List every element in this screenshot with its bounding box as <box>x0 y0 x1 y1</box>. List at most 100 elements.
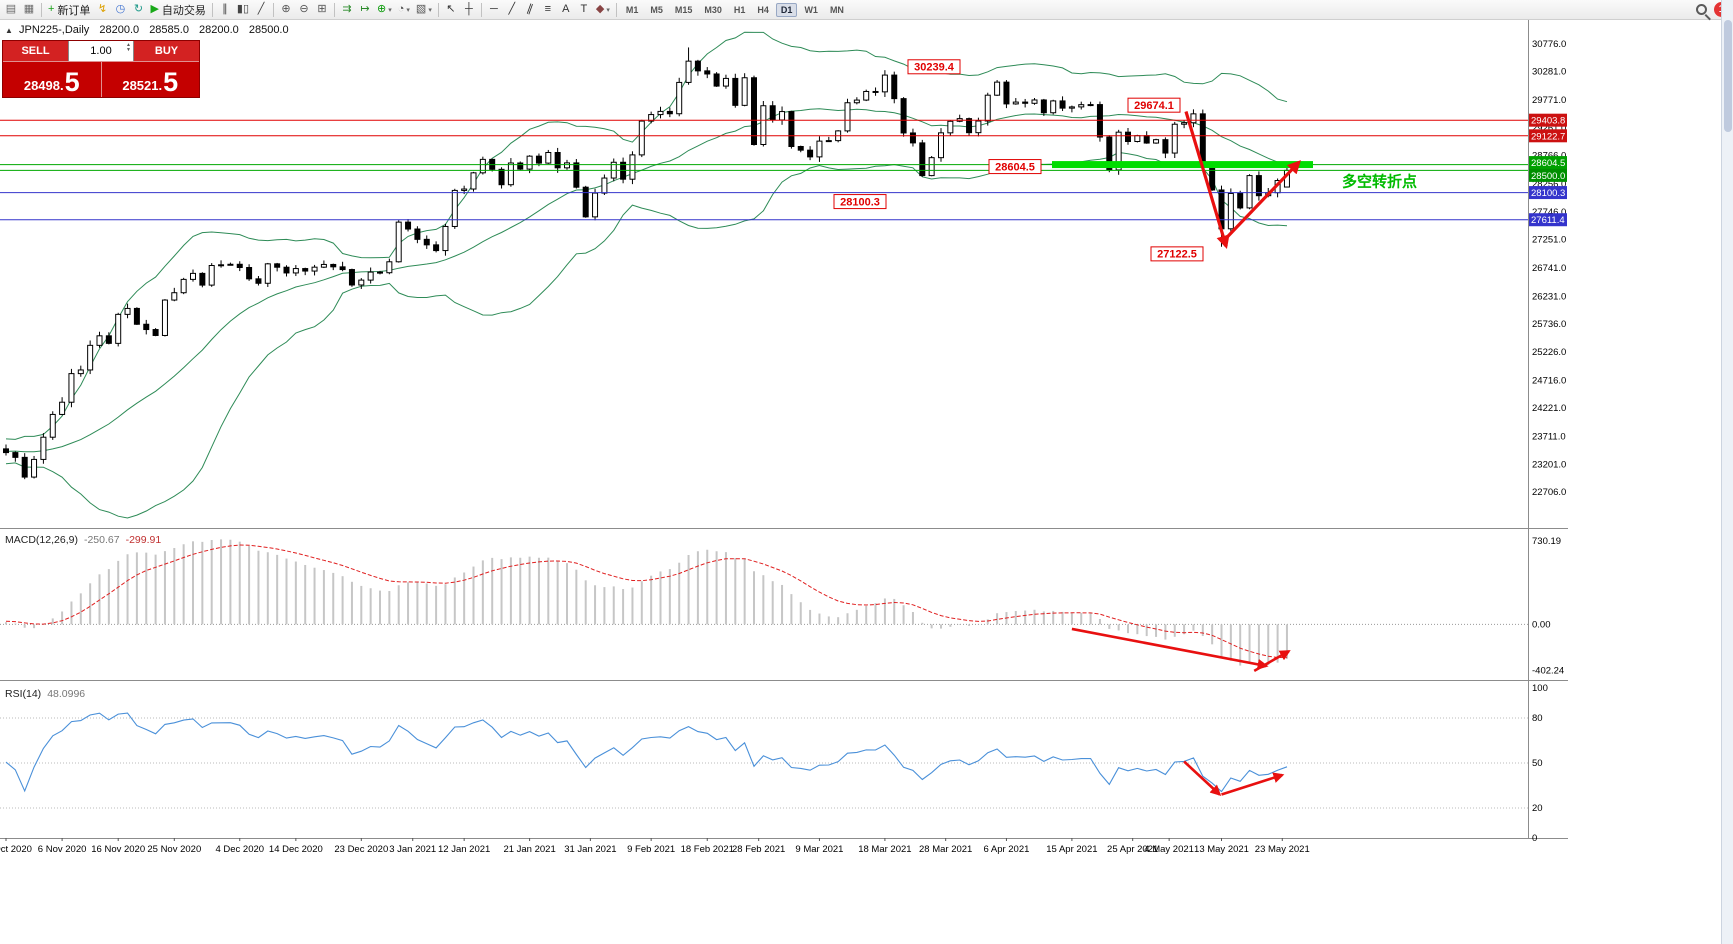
price-axis-label: 27746.0 <box>1532 207 1566 218</box>
candlestick-chart-icon[interactable]: ▮▯ <box>234 1 252 18</box>
macd-axis-label: 730.19 <box>1532 536 1561 547</box>
rsi-arrow[interactable] <box>1183 760 1222 796</box>
zoom-in-icon[interactable]: ⊕ <box>277 1 295 18</box>
candle-body <box>68 373 75 403</box>
dropdown-caret-icon: ▾ <box>388 6 392 14</box>
periods-icon[interactable]: ◔ ▾ <box>395 1 413 18</box>
ohlc-close: 28500.0 <box>248 24 289 36</box>
price-annotation[interactable]: 28604.5 <box>988 159 1042 175</box>
timeframe-h1[interactable]: H1 <box>733 4 746 15</box>
candle-body <box>919 142 926 177</box>
new-order-button-label: 新订单 <box>57 4 91 17</box>
timeframe-d1[interactable]: D1 <box>775 2 798 17</box>
dropdown-caret-icon: ▾ <box>428 6 432 14</box>
price-tag-text: 28604.5 <box>1531 158 1565 169</box>
candle-body <box>797 146 804 151</box>
candle-body <box>685 60 692 83</box>
volume-input[interactable]: 1.00 ▲ ▼ <box>68 41 134 61</box>
news-icon[interactable]: ↯ <box>93 1 111 18</box>
browser-zoom-icon[interactable] <box>1696 4 1707 15</box>
bar-chart-icon[interactable]: ∥ <box>216 1 234 18</box>
time-axis-label: 28 Feb 2021 <box>732 844 785 855</box>
rsi-arrow[interactable] <box>1221 772 1285 796</box>
candle-body <box>984 94 991 122</box>
macd-arrow[interactable] <box>1253 650 1291 673</box>
templates-icon[interactable]: ▧ ▾ <box>413 1 435 18</box>
cursor-icon[interactable]: ↖ <box>442 1 460 18</box>
buy-button[interactable]: BUY <box>134 41 199 61</box>
new-order-button[interactable]: + 新订单 <box>45 1 93 18</box>
history-center-icon[interactable]: ◷ <box>111 1 129 18</box>
new-chart-icon[interactable]: ▤ <box>2 1 20 18</box>
candle-body <box>199 272 206 286</box>
global-refresh-icon[interactable]: ↻ <box>129 1 147 18</box>
tile-windows-icon[interactable]: ⊞ <box>313 1 331 18</box>
price-tag-text: 29403.8 <box>1531 116 1565 127</box>
timeframe-m15[interactable]: M15 <box>674 4 693 15</box>
price-annotation[interactable]: 28100.3 <box>833 194 887 210</box>
scrollbar-thumb[interactable] <box>1724 20 1732 132</box>
indicators-icon[interactable]: ⊕ ▾ <box>374 1 395 18</box>
price-annotation[interactable]: 30239.4 <box>907 59 961 75</box>
toolbar-items: ▤ ▦ + 新订单 ↯ ◷ ↻ ▶ 自动交易 ∥ ▮▯ ╱ ⊕ ⊖ ⊞ ⇉ ↦ ⊕ ▾ ◔ ▾ ▧ ▾ ↖ ┼ ─ ╱ ∥ ≡ A T ◆ ▾ <box>2 1 620 18</box>
trend-arrow[interactable] <box>1184 111 1230 250</box>
candle-body <box>470 172 477 190</box>
candle-body <box>994 81 1001 96</box>
timeframe-w1[interactable]: W1 <box>804 4 818 15</box>
shapes-tool-icon[interactable]: ◆ ▾ <box>593 1 613 18</box>
autotrading-button[interactable]: ▶ 自动交易 <box>147 1 208 18</box>
buy-price[interactable]: 28521. 5 <box>102 62 200 97</box>
macd-panel[interactable] <box>0 539 1528 673</box>
timeframe-h4[interactable]: H4 <box>757 4 769 15</box>
timeframe-mn[interactable]: MN <box>829 4 844 15</box>
price-axis-label: 24221.0 <box>1532 403 1566 414</box>
price-annotation-text: 29674.1 <box>1134 100 1174 112</box>
timeframe-m30[interactable]: M30 <box>704 4 722 15</box>
trendline-tool-icon[interactable]: ╱ <box>503 1 521 18</box>
line-chart-icon[interactable]: ╱ <box>252 1 270 18</box>
volume-spinner[interactable]: ▲ ▼ <box>126 42 131 53</box>
channel-tool-icon[interactable]: ∥ <box>521 1 539 18</box>
sell-button[interactable]: SELL <box>3 41 68 61</box>
crosshair-icon: ┼ <box>464 3 473 15</box>
price-annotation[interactable]: 27122.5 <box>1150 246 1204 262</box>
candle-body <box>1012 101 1019 105</box>
timeframe-m1[interactable]: M1 <box>625 4 639 15</box>
fibonacci-tool-icon[interactable]: ≡ <box>539 1 557 18</box>
label-tool-icon[interactable]: T <box>575 1 593 18</box>
sell-price[interactable]: 28498. 5 <box>3 62 102 97</box>
price-annotation[interactable]: 29674.1 <box>1127 97 1181 113</box>
crosshair-icon[interactable]: ┼ <box>460 1 478 18</box>
time-axis-label: 6 Apr 2021 <box>983 844 1029 855</box>
price-annotation-box <box>1127 97 1181 113</box>
auto-scroll-icon[interactable]: ⇉ <box>338 1 356 18</box>
hline-tool-icon[interactable]: ─ <box>485 1 503 18</box>
trend-arrow[interactable] <box>1225 160 1301 240</box>
candle-body <box>171 292 178 301</box>
price-axis-label: 27251.0 <box>1532 235 1566 246</box>
price-annotation-text: 28100.3 <box>840 196 880 208</box>
chart-shift-icon[interactable]: ↦ <box>356 1 374 18</box>
zoom-out-icon[interactable]: ⊖ <box>295 1 313 18</box>
candle-body <box>975 120 982 134</box>
vertical-scrollbar[interactable] <box>1721 0 1733 944</box>
text-tool-icon[interactable]: A <box>557 1 575 18</box>
new-chart-icon: ▤ <box>5 3 17 15</box>
rsi-panel[interactable] <box>0 712 1528 809</box>
macd-arrow[interactable] <box>1071 627 1269 670</box>
main-panel[interactable]: 30239.4 29674.1 28604.5 28100.3 27122.5 多空转折点 <box>0 31 1528 519</box>
price-tag-text: 29122.7 <box>1531 131 1565 142</box>
toolbar-separator <box>41 2 42 17</box>
candle-body <box>966 118 973 134</box>
candle-body <box>115 313 122 344</box>
timeframe-m5[interactable]: M5 <box>650 4 663 15</box>
candle-body <box>760 105 767 146</box>
price-chart-canvas[interactable]: 30239.4 29674.1 28604.5 28100.3 27122.5 多空转折点… <box>0 20 1568 860</box>
chart-profiles-icon[interactable]: ▦ <box>20 1 38 18</box>
time-axis-label: 31 Jan 2021 <box>564 844 616 855</box>
support-zone[interactable] <box>1052 161 1313 169</box>
candle-body <box>479 158 486 174</box>
rsi-axis-label: 50 <box>1532 758 1543 769</box>
time-axis-label: 12 Jan 2021 <box>438 844 490 855</box>
candle-body <box>330 263 337 268</box>
